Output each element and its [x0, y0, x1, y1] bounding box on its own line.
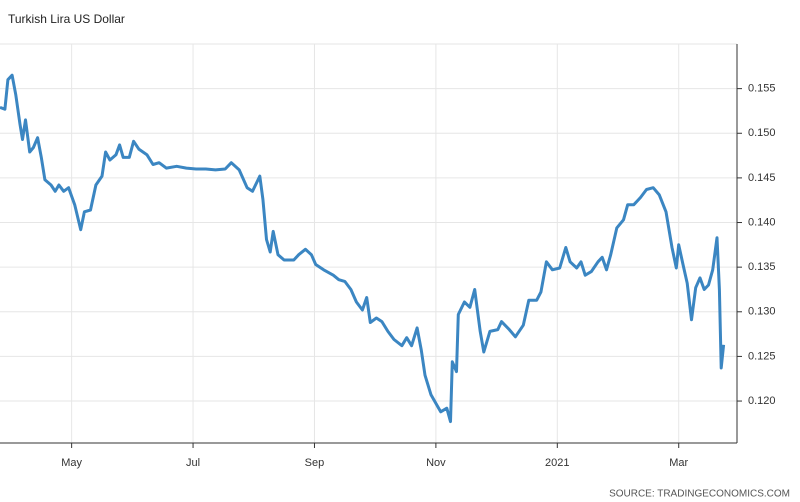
- y-tick-label: 0.125: [748, 350, 776, 362]
- x-tick-label: 2021: [545, 457, 569, 469]
- y-tick-label: 0.130: [748, 306, 776, 318]
- line: [0, 73, 726, 424]
- y-tick-label: 0.145: [748, 172, 776, 184]
- x-tick-label: Nov: [426, 457, 446, 469]
- x-tick-label: Mar: [669, 457, 688, 469]
- y-tick-label: 0.140: [748, 216, 776, 228]
- y-tick-label: 0.155: [748, 83, 776, 95]
- source: SOURCE: TRADINGECONOMICS.COM: [609, 489, 790, 500]
- x-tick-label: May: [61, 457, 82, 469]
- y-tick-label: 0.120: [748, 395, 776, 407]
- x-tick-label: Jul: [186, 457, 200, 469]
- y-tick-label: 0.150: [748, 127, 776, 139]
- x-tick-label: Sep: [305, 457, 325, 469]
- chart-title: Turkish Lira US Dollar: [8, 12, 125, 26]
- y-tick-label: 0.135: [748, 261, 776, 273]
